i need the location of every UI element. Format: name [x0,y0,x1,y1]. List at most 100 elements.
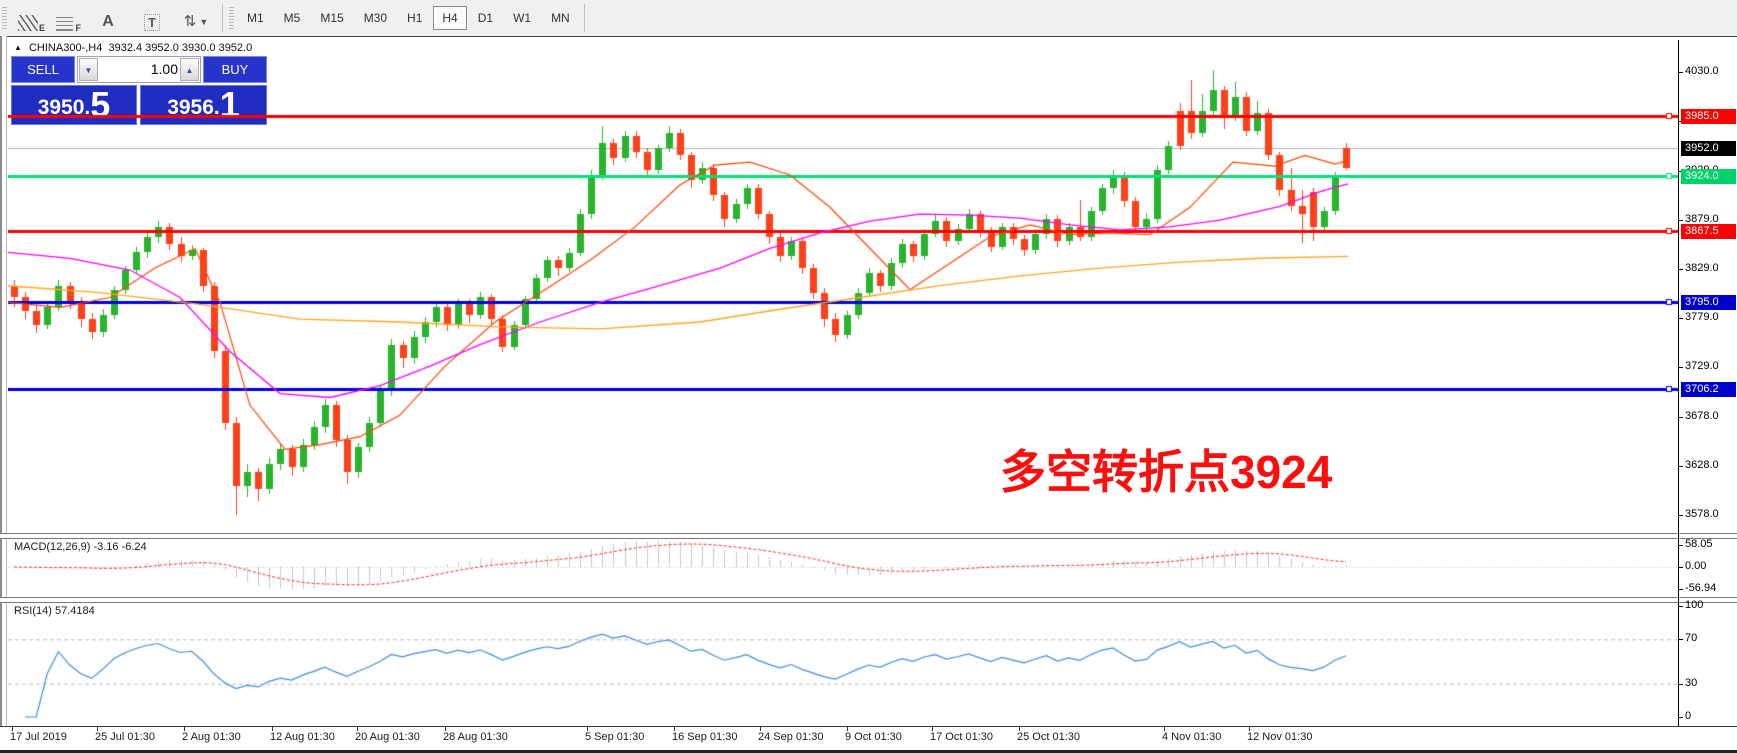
price-badge: 3706.2 [1681,382,1736,397]
rsi-panel-canvas[interactable] [8,601,1678,726]
x-axis-date-label: 25 Jul 01:30 [95,731,155,743]
window-left-frame [0,36,7,753]
x-axis-tick-mark [97,727,98,731]
x-axis-date-label: 2 Aug 01:30 [182,731,241,743]
tool-sub-label: F [75,23,82,33]
text-box-tool-button[interactable]: T [134,2,170,34]
timeframe-button-h1[interactable]: H1 [407,11,423,25]
x-axis-date-label: 5 Sep 01:30 [585,731,645,743]
x-axis-date-label: 16 Sep 01:30 [672,731,738,743]
arrows-icon: ⇅ [183,13,197,30]
time-axis[interactable]: 17 Jul 2019 25 Jul 01:30 2 Aug 01:30 12 Aug… [0,726,1737,751]
timeframe-button-m1[interactable]: M1 [247,11,264,25]
y-axis-tick-label: 3829.0 [1685,262,1719,274]
y-axis-tick-mark [1678,466,1683,467]
top-toolbar: E F A T ⇅ ▼ M1 M5 M15 M30 H1 H4 D1 W1 MN [0,0,1737,37]
macd-indicator-label: MACD(12,26,9) -3.16 -6.24 [14,541,147,553]
y-axis-tick-mark [1678,171,1683,172]
x-axis-tick-mark [12,727,13,731]
text-label-icon: A [102,13,114,30]
panel-separator[interactable] [0,597,1737,603]
y-axis-tick-mark [1678,545,1683,546]
y-axis-tick-label: 30 [1685,677,1698,689]
y-axis-tick-label: 3729.0 [1685,360,1719,372]
y-axis-tick-mark [1678,269,1683,270]
y-axis-tick-label: -56.94 [1685,582,1717,594]
y-axis-tick-label: 3779.0 [1685,311,1719,323]
text-label-tool-button[interactable]: A [90,2,126,34]
y-axis-tick-label: 100 [1685,599,1704,611]
y-axis-tick-label: 3678.0 [1685,410,1719,422]
window-bottom-frame [0,750,1737,753]
y-axis-tick-label: 58.05 [1685,538,1713,550]
x-axis-date-label: 12 Nov 01:30 [1247,731,1313,743]
toolbar-separator [583,4,585,32]
timeframe-button-d1[interactable]: D1 [477,11,494,25]
price-badge: 3952.0 [1681,141,1736,156]
toolbar-separator [222,4,223,32]
x-axis-tick-mark [357,727,358,731]
y-axis-tick-mark [1678,567,1683,568]
timeframe-button-m30[interactable]: M30 [363,11,388,25]
text-box-icon: T [144,14,160,31]
y-axis-tick-mark [1678,589,1683,590]
x-axis-date-label: 12 Aug 01:30 [270,731,335,743]
x-axis-tick-mark [674,727,675,731]
x-axis-tick-mark [1019,727,1020,731]
x-axis-date-label: 28 Aug 01:30 [443,731,508,743]
x-axis-tick-mark [272,727,273,731]
x-axis-tick-mark [1249,727,1250,731]
x-axis-date-label: 20 Aug 01:30 [355,731,420,743]
chart-annotation-text: 多空转折点3924 [1000,446,1333,498]
y-axis-tick-label: 0 [1685,710,1692,722]
x-axis-date-label: 17 Jul 2019 [10,731,67,743]
main-chart-canvas[interactable] [8,40,1678,533]
x-axis-tick-mark [445,727,446,731]
fibonacci-grid-tool-button[interactable]: F [46,2,82,34]
x-axis-tick-mark [760,727,761,731]
x-axis-date-label: 24 Sep 01:30 [758,731,824,743]
arrows-tool-button[interactable]: ⇅ ▼ [178,2,214,34]
price-badge: 3795.0 [1681,295,1736,310]
y-axis-tick-label: 3628.0 [1685,459,1719,471]
x-axis-date-label: 9 Oct 01:30 [845,731,902,743]
x-axis-tick-mark [847,727,848,731]
price-badge: 3867.5 [1681,224,1736,239]
timeframe-button-h4[interactable]: H4 [433,6,467,30]
price-badge: 3924.0 [1681,169,1736,184]
y-axis-tick-mark [1678,417,1683,418]
toolbar-drag-handle[interactable] [2,7,7,29]
y-axis-tick-mark [1678,318,1683,319]
panel-separator[interactable] [0,533,1737,539]
timeframe-button-w1[interactable]: W1 [513,11,532,25]
hatch-pattern-icon [18,15,38,31]
x-axis-tick-mark [184,727,185,731]
y-axis-tick-mark [1678,684,1683,685]
timeframe-button-m5[interactable]: M5 [283,11,301,25]
x-axis-date-label: 25 Oct 01:30 [1017,731,1080,743]
y-axis-tick-label: 70 [1685,632,1698,644]
tool-sub-label: E [38,23,45,33]
x-axis-tick-mark [932,727,933,731]
y-axis-tick-mark [1678,717,1683,718]
y-axis-tick-mark [1678,515,1683,516]
y-axis-tick-mark [1678,72,1683,73]
indicators-hatch-tool-button[interactable]: E [10,2,46,34]
y-axis-tick-mark [1678,220,1683,221]
y-axis-tick-label: 0.00 [1685,560,1707,572]
y-axis-tick-label: 3578.0 [1685,508,1719,520]
y-axis-tick-mark [1678,367,1683,368]
timeframe-button-m15[interactable]: M15 [320,11,344,25]
y-axis-tick-mark [1678,121,1683,122]
timeframe-group-drag-handle[interactable] [229,7,234,29]
macd-panel-canvas[interactable] [8,537,1678,597]
x-axis-tick-mark [587,727,588,731]
x-axis-date-label: 17 Oct 01:30 [930,731,993,743]
y-axis-tick-mark [1678,606,1683,607]
x-axis-date-label: 4 Nov 01:30 [1162,731,1222,743]
timeframe-button-mn[interactable]: MN [551,11,570,25]
y-axis-tick-label: 4030.0 [1685,65,1719,77]
x-axis-tick-mark [1164,727,1165,731]
y-axis-tick-mark [1678,639,1683,640]
dropdown-caret-icon[interactable]: ▼ [199,17,209,27]
